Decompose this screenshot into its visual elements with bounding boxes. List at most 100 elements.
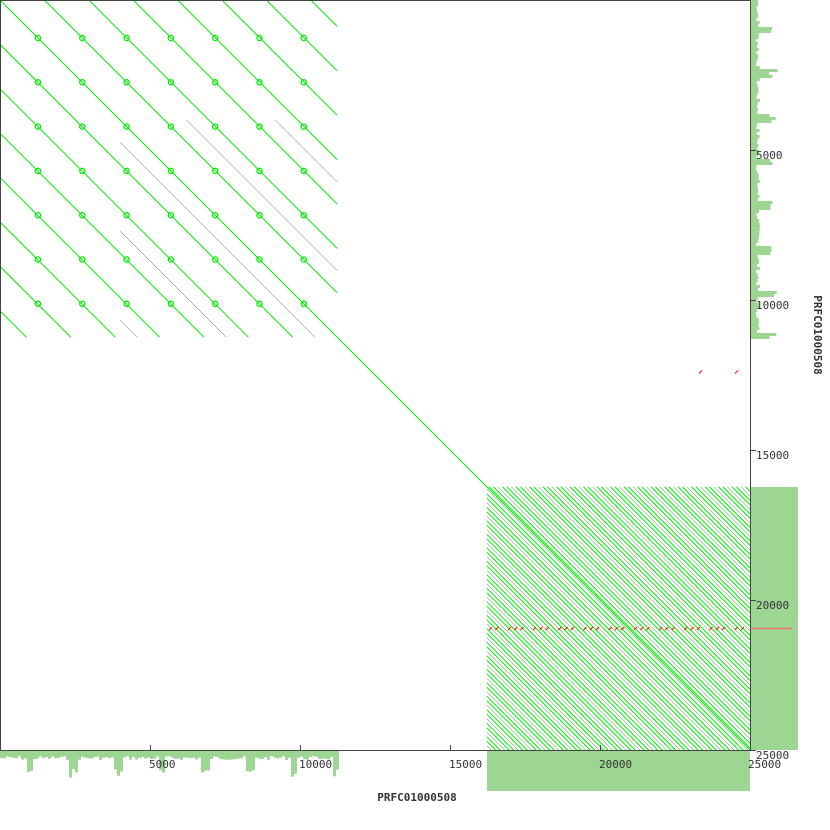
reverse-hit: [595, 626, 600, 631]
x-coverage-bar: [279, 751, 282, 758]
x-coverage-bar: [198, 751, 201, 758]
reverse-hit: [715, 626, 720, 631]
x-tick-label: 15000: [449, 758, 482, 771]
repeat-line: [486, 543, 694, 751]
repeat-line: [486, 556, 681, 751]
repeat-knot: [34, 256, 42, 263]
y-coverage-bar: [751, 0, 758, 3]
x-coverage-bar: [57, 751, 60, 758]
x-coverage-bar: [135, 751, 138, 760]
x-coverage-bar: [186, 751, 189, 758]
x-coverage-bar: [222, 751, 225, 760]
x-tick-label: 10000: [299, 758, 332, 771]
x-coverage-bar: [297, 751, 300, 758]
x-coverage-bar: [168, 751, 171, 757]
x-coverage-bar: [60, 751, 63, 757]
y-coverage-bar: [751, 18, 757, 21]
y-coverage-bar: [751, 225, 760, 228]
x-coverage-bar: [18, 751, 21, 757]
repeat-line: [493, 486, 751, 744]
x-coverage-bar: [141, 751, 144, 757]
repeat-knot: [79, 256, 86, 263]
repeat-line: [486, 624, 613, 751]
repeat-line: [700, 486, 751, 537]
repeat-line: [486, 506, 730, 751]
repeat-knot: [256, 300, 263, 308]
repeat-line: [614, 486, 751, 623]
repeat-line: [704, 486, 751, 533]
repeat-line: [740, 486, 751, 497]
reverse-hit: [671, 626, 676, 631]
y-coverage-bar: [751, 42, 758, 45]
repeat-line: [486, 587, 649, 751]
y-coverage-block: [751, 486, 798, 750]
repeat-knot: [123, 167, 130, 175]
x-coverage-bar: [0, 751, 3, 758]
y-coverage-bar: [751, 3, 759, 6]
repeat-knot: [123, 34, 130, 42]
repeat-line: [486, 605, 631, 751]
x-coverage-bar: [210, 751, 213, 759]
reverse-hit: [589, 626, 594, 631]
y-coverage-bar: [751, 54, 759, 57]
reverse-hit: [583, 626, 587, 631]
x-coverage-bar: [219, 751, 222, 760]
y-coverage-bar: [751, 279, 758, 282]
faint-repeat-line: [275, 119, 338, 182]
y-coverage-bar: [751, 69, 778, 72]
repeat-line: [486, 614, 622, 751]
y-coverage-bar: [751, 108, 759, 111]
repeat-knot: [34, 211, 42, 219]
faint-repeat-line: [119, 142, 316, 338]
repeat-knot: [300, 123, 308, 130]
x-coverage-bar: [156, 751, 159, 757]
x-coverage-bar: [78, 751, 81, 760]
repeat-line: [488, 486, 751, 749]
x-coverage-bar: [3, 751, 6, 759]
y-coverage-bar: [751, 228, 760, 231]
repeat-knot: [79, 167, 86, 175]
x-coverage-bar: [291, 751, 294, 777]
x-coverage-bar: [318, 751, 321, 759]
y-coverage-bar: [751, 6, 757, 9]
y-coverage-bar: [751, 87, 759, 90]
x-coverage-bar: [117, 751, 120, 776]
x-coverage-bar: [216, 751, 219, 758]
y-coverage-bar: [751, 24, 759, 27]
y-coverage-bar: [751, 162, 773, 165]
reverse-hit: [658, 626, 663, 631]
axes: [0, 0, 751, 751]
repeat-knot: [256, 256, 263, 263]
reverse-hit: [646, 626, 650, 631]
x-coverage-bar: [231, 751, 234, 760]
y-coverage-bar: [751, 297, 758, 300]
repeat-line: [486, 678, 559, 751]
repeat-line: [486, 668, 568, 751]
repeat-line: [486, 651, 586, 751]
y-coverage-bar: [751, 213, 757, 216]
repeat-line: [486, 641, 595, 751]
repeat-knot: [167, 256, 175, 263]
repeat-line: [0, 88, 249, 338]
x-coverage-bar: [315, 751, 318, 757]
repeat-line: [486, 722, 514, 751]
y-coverage-bar: [751, 57, 758, 60]
repeat-knot: [211, 123, 219, 130]
x-coverage-bar: [234, 751, 237, 759]
repeat-knot: [167, 211, 175, 219]
y-coverage-bar: [751, 237, 759, 240]
x-coverage-bar: [324, 751, 327, 759]
y-coverage-bar: [751, 159, 771, 162]
repeat-line: [177, 0, 338, 160]
repeat-line: [718, 486, 751, 519]
repeat-line: [486, 578, 658, 751]
repeat-line: [515, 486, 751, 722]
x-coverage-bar: [174, 751, 177, 759]
x-coverage-block: [486, 751, 750, 791]
x-coverage-bar: [42, 751, 45, 758]
y-coverage-bar: [751, 243, 757, 246]
faint-repeat-line: [119, 230, 227, 338]
y-tick-label: 5000: [756, 149, 783, 162]
repeat-line: [486, 533, 703, 751]
y-coverage-bar: [751, 126, 757, 129]
